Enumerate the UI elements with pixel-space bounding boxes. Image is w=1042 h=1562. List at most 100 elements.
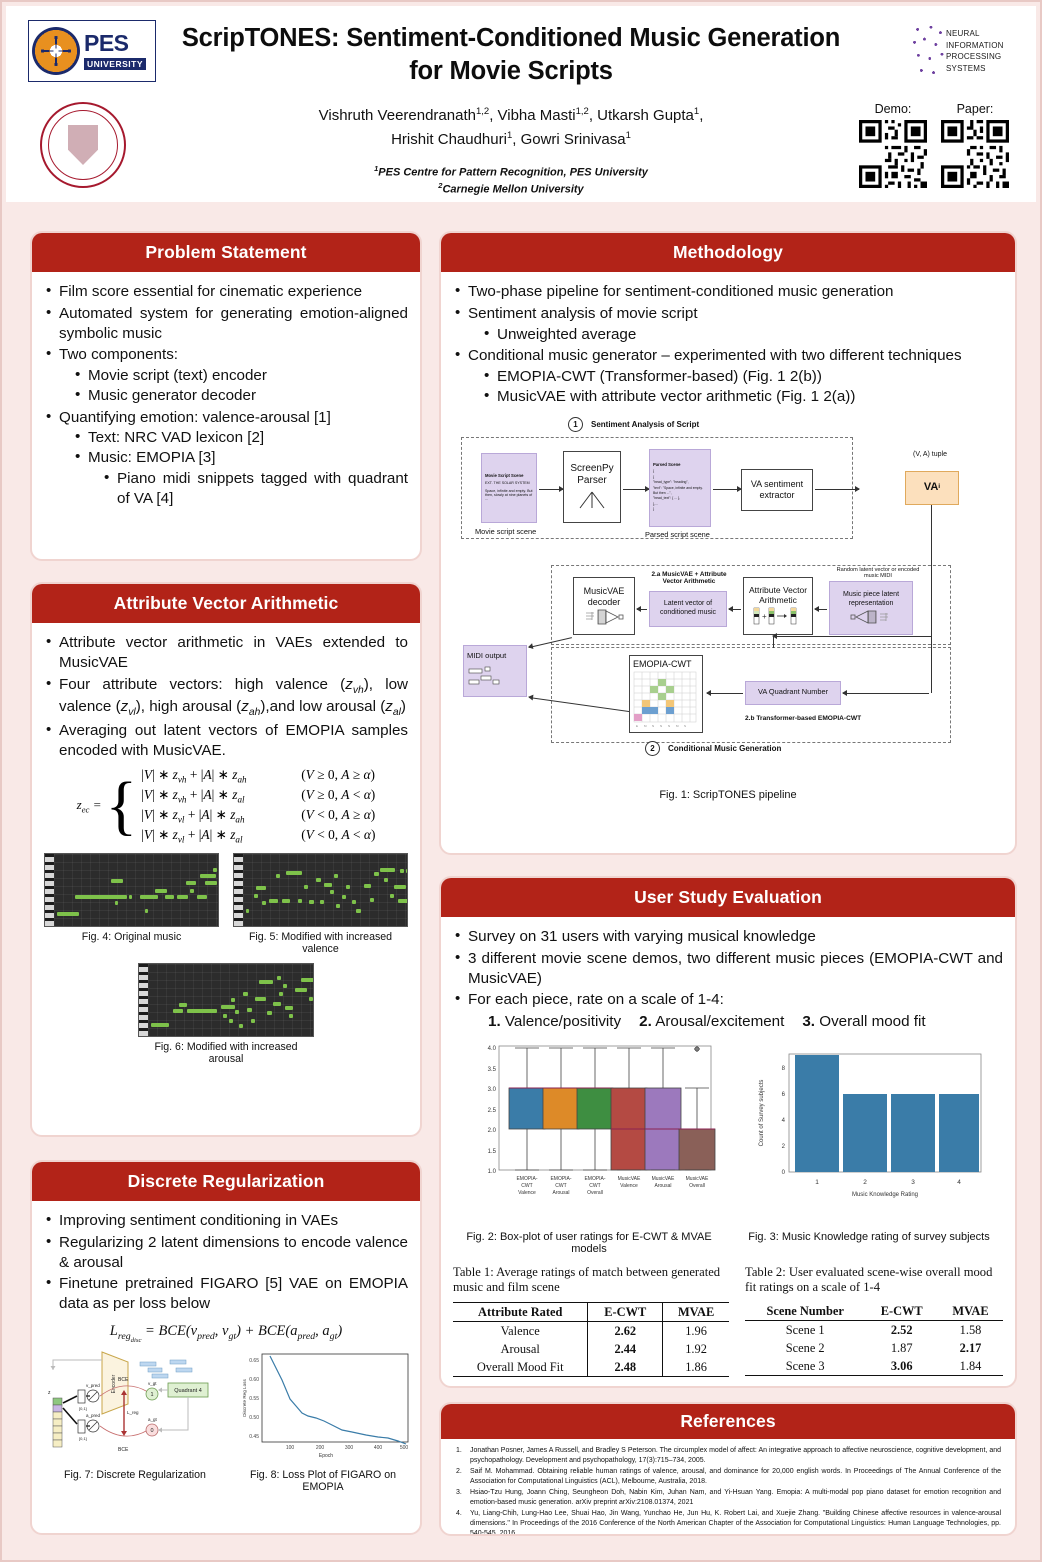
svg-text:Overall: Overall: [689, 1183, 705, 1189]
paper-qr-item[interactable]: Paper:: [941, 102, 1009, 193]
sub-2a-label: 2.a MusicVAE + Attribute Vector Arithmet…: [651, 570, 727, 585]
list-item: Piano midi snippets tagged with quadrant…: [102, 468, 408, 509]
svg-text:MusicVAE: MusicVAE: [652, 1176, 675, 1182]
fig7-quadrant-label: Quadrant 4: [174, 1388, 202, 1394]
fig7-vpred-label: v_pred: [86, 1383, 100, 1388]
table1: Attribute Rated E-CWT MVAE Valence 2.62 …: [453, 1302, 729, 1377]
musicvae-decoder-label: MusicVAE decoder: [583, 586, 625, 607]
svg-text:300: 300: [345, 1445, 354, 1451]
table-header-row: Attribute Rated E-CWT MVAE: [453, 1302, 729, 1322]
ava-case-expr: |V| ∗ zvl + |A| ∗ zah: [141, 807, 245, 825]
table-header-row: Scene Number E-CWT MVAE: [745, 1302, 1003, 1321]
table1-r2-mvae: 1.86: [685, 1359, 707, 1374]
rating-item-1: 1. Valence/positivity: [488, 1012, 621, 1032]
svg-text:100: 100: [286, 1445, 295, 1451]
reference-item: Hsiao-Tzu Hung, Joann Ching, Seungheon D…: [456, 1488, 1001, 1506]
ava-case-cond: (V ≥ 0, A < α): [301, 787, 376, 803]
svg-text:3: 3: [911, 1179, 915, 1186]
table-row: Scene 3 3.06 1.84: [745, 1357, 1003, 1376]
svg-text:0.55: 0.55: [249, 1396, 259, 1402]
svg-text:4: 4: [782, 1118, 786, 1124]
rating-item-2: 2. Arousal/excitement: [639, 1012, 784, 1032]
table2-caption: Table 2: User evaluated scene-wise overa…: [745, 1264, 993, 1295]
fig3-container: 0 2 4 6 8 Count of Survey subjects 1 2 3 4 Mus…: [733, 1040, 1005, 1255]
pes-university-logo: PES UNIVERSITY: [28, 20, 156, 82]
table-row: Scene 1 2.52 1.58: [745, 1321, 1003, 1340]
fig3-caption: Fig. 3: Music Knowledge rating of survey…: [748, 1230, 990, 1243]
fig2-box-6: [678, 1045, 716, 1171]
svg-text:1.5: 1.5: [488, 1149, 497, 1155]
list-item: 3 different movie scene demos, two diffe…: [453, 948, 1003, 989]
list-item-label: Music: EMOPIA [3]: [88, 449, 216, 466]
list-item: Survey on 31 users with varying musical …: [453, 926, 1003, 947]
svg-text:EMOPIA-: EMOPIA-: [516, 1176, 537, 1182]
piano-keys-icon: [45, 854, 54, 927]
parsed-scene-title: Parsed Scene: [653, 462, 681, 468]
table1-r2-ecwt: 2.48: [587, 1358, 664, 1377]
table2-r2-ecwt: 3.06: [890, 1358, 913, 1373]
svg-text:2.5: 2.5: [488, 1108, 497, 1114]
fig7-vgt-label: v_gt: [148, 1381, 157, 1386]
fig7-apred-label: a_pred: [86, 1413, 101, 1418]
piano-roll-row-1: Fig. 4: Original music: [44, 853, 408, 955]
discrete-equation: Lregdisc = BCE(vpred, vgt) + BCE(apred, …: [109, 1322, 343, 1344]
fig7-range-bottom: [0,1]: [79, 1436, 87, 1441]
problem-statement-heading: Problem Statement: [32, 233, 420, 272]
fig8-xlabel: Epoch: [319, 1453, 333, 1459]
neurips-logo: NEURAL INFORMATION PROCESSING SYSTEMS: [910, 22, 1016, 82]
fig7-bce-bottom: BCE: [118, 1447, 129, 1453]
fig2-boxplot: 4.0 3.5 3.0 2.5 2.0 1.5 1.0: [488, 1045, 716, 1196]
svg-text:3.0: 3.0: [488, 1087, 497, 1093]
movie-script-box-text2: Space, infinite and empty. But then, slo…: [485, 488, 533, 502]
user-study-body: Survey on 31 users with varying musical …: [441, 917, 1015, 1386]
affiliation-1: 1PES Centre for Pattern Recognition, PES…: [374, 163, 648, 179]
fig8-y-ticks: 0.65 0.60 0.55 0.50 0.45: [249, 1358, 259, 1440]
svg-text:500: 500: [400, 1445, 409, 1451]
piano-roll-arousal: [138, 963, 314, 1038]
demo-qr-item[interactable]: Demo:: [859, 102, 927, 193]
svg-text:M: M: [644, 724, 647, 728]
fig3-barchart: 0 2 4 6 8 Count of Survey subjects 1 2 3 4 Mus…: [759, 1053, 982, 1198]
screenpy-parser-label: ScreenPy Parser: [570, 463, 614, 486]
svg-text:0: 0: [782, 1170, 786, 1176]
svg-text:+: +: [762, 612, 767, 621]
fig8-x-ticks: 100 200 300 400 500: [286, 1445, 409, 1451]
svg-text:EMOPIA-: EMOPIA-: [584, 1176, 605, 1182]
fig7-gt-one: 1: [150, 1392, 153, 1398]
demo-qr-code[interactable]: [859, 120, 927, 188]
ava-body: Attribute vector arithmetic in VAEs exte…: [32, 623, 420, 1075]
stage-1-number: 1: [568, 416, 583, 432]
stage-1-boundary: [461, 436, 853, 539]
page-title-line2: for Movie Scripts: [409, 57, 613, 86]
table1-r0-ecwt: 2.62: [587, 1321, 664, 1341]
rating-criteria-row: 1. Valence/positivity 2. Arousal/excitem…: [488, 1012, 1003, 1032]
table2-r1-mvae: 2.17: [959, 1340, 982, 1355]
user-study-heading: User Study Evaluation: [441, 878, 1015, 917]
svg-text:2: 2: [863, 1179, 867, 1186]
methodology-heading: Methodology: [441, 233, 1015, 272]
problem-statement-body: Film score essential for cinematic exper…: [32, 272, 420, 520]
stage-1-title: Sentiment Analysis of Script: [591, 419, 700, 429]
ava-case-cond: (V < 0, A < α): [301, 827, 376, 843]
fig2-box-1: [508, 1047, 546, 1171]
svg-text:N: N: [660, 724, 662, 728]
table2-r0-mvae: 1.58: [959, 1322, 982, 1337]
table2-col-2: MVAE: [952, 1303, 989, 1318]
stage-2b-boundary: [551, 646, 951, 743]
list-item: Music: EMOPIA [3] Piano midi snippets ta…: [73, 447, 408, 509]
midi-output-label: MIDI output: [467, 650, 507, 660]
list-item: Attribute vector arithmetic in VAEs exte…: [44, 632, 408, 673]
author-line-2: Hrishit Chaudhuri1, Gowri Srinivasa1: [391, 129, 631, 148]
svg-text:1: 1: [815, 1179, 819, 1186]
paper-qr-code[interactable]: [941, 120, 1009, 188]
musicvae-decoder-box: MusicVAE decoder: [573, 576, 635, 635]
rating-text-3: Overall mood fit: [819, 1013, 926, 1030]
list-item-label: Quantifying emotion: valence-arousal [1]: [59, 408, 331, 426]
table1-r0-label: Valence: [453, 1321, 589, 1341]
methodology-card: Methodology Two-phase pipeline for senti…: [439, 231, 1017, 855]
rating-num-2: 2.: [639, 1013, 652, 1030]
list-item-label: Sentiment analysis of movie script: [468, 304, 698, 322]
movie-script-box-title: Movie Script Scene: [485, 473, 524, 479]
list-item: Improving sentiment conditioning in VAEs: [44, 1210, 408, 1231]
